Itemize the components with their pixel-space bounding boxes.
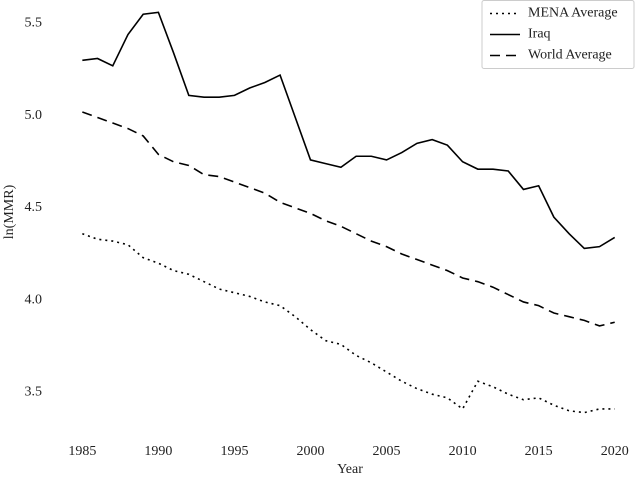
x-tick-label: 2010: [449, 444, 477, 459]
line-series: [82, 232, 615, 414]
y-tick-label: 5.5: [25, 16, 43, 31]
line-series: [82, 111, 615, 327]
y-tick-label: 4.0: [25, 292, 43, 307]
y-tick-label: 4.5: [25, 200, 43, 215]
x-axis-label: Year: [337, 462, 363, 477]
legend-label: World Average: [528, 48, 612, 63]
x-tick-label: 2020: [601, 444, 629, 459]
y-tick-label: 5.0: [25, 108, 43, 123]
x-tick-label: 2015: [525, 444, 553, 459]
legend-box: [481, 0, 635, 69]
legend-label: Iraq: [528, 27, 551, 42]
x-tick-label: 1995: [220, 444, 248, 459]
legend-label: MENA Average: [528, 6, 618, 21]
x-tick-label: 1990: [144, 444, 172, 459]
line-series: [82, 11, 616, 250]
y-tick-label: 3.5: [25, 385, 43, 400]
x-tick-label: 1985: [68, 444, 96, 459]
x-tick-label: 2000: [296, 444, 324, 459]
x-tick-label: 2005: [373, 444, 401, 459]
y-axis-label: ln(MMR): [2, 184, 17, 239]
